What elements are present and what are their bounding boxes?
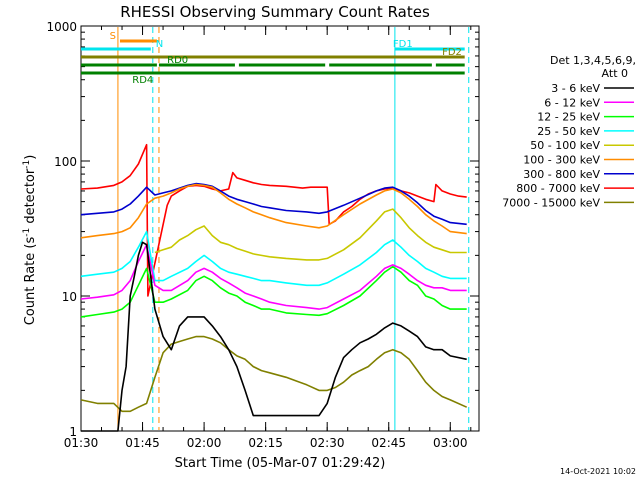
y-tick-label: 1 <box>69 425 77 439</box>
legend-label: 100 - 300 keV <box>523 154 600 167</box>
state-bar-label: RD0 <box>167 55 188 66</box>
y-axis-label-sup1: -1 <box>22 228 32 237</box>
x-tick-label: 01:30 <box>64 436 99 450</box>
y-axis-label-part2: detector <box>23 168 38 228</box>
series-line <box>80 265 467 318</box>
state-bar-label: S <box>110 31 116 42</box>
series-line <box>81 241 467 432</box>
y-axis-label: Count Rate (s-1 detector-1) <box>22 155 38 326</box>
y-tick-label: 100 <box>54 155 77 169</box>
series-line <box>80 143 467 297</box>
y-tick-label: 1000 <box>46 20 77 34</box>
chart-title: RHESSI Observing Summary Count Rates <box>120 3 430 21</box>
footer-timestamp: 14-Oct-2021 10:02 <box>560 467 636 476</box>
legend-label: 7000 - 15000 keV <box>502 196 600 209</box>
legend-label: 3 - 6 keV <box>551 82 600 95</box>
legend-title: Det 1,3,4,5,6,9, <box>550 54 636 67</box>
legend-label: 12 - 25 keV <box>537 111 600 124</box>
x-tick-label: 02:00 <box>187 436 222 450</box>
legend-subtitle: Att 0 <box>602 67 628 80</box>
x-axis-label: Start Time (05-Mar-07 01:29:42) <box>175 456 386 471</box>
series-line <box>80 182 467 226</box>
series-line <box>80 335 468 413</box>
series-line <box>80 230 467 287</box>
plot-area: 1 10 100 1000 01:30 01:45 02:00 02:15 02:30 02:45… <box>46 20 480 450</box>
y-tick-label: 10 <box>62 290 77 304</box>
legend-label: 300 - 800 keV <box>523 168 600 181</box>
plot-frame <box>80 25 480 432</box>
series-line <box>80 183 467 239</box>
legend-label: 800 - 7000 keV <box>516 182 600 195</box>
state-bar-label: FD2 <box>442 47 462 58</box>
state-bar-label: N <box>156 39 163 50</box>
x-tick-label: 01:45 <box>125 436 160 450</box>
state-bar-label: FD1 <box>393 39 413 50</box>
state-bar-label: RD4 <box>132 75 153 86</box>
legend-label: 25 - 50 keV <box>537 125 600 138</box>
y-axis-label-close: ) <box>23 155 38 160</box>
legend-label: 50 - 100 keV <box>530 139 600 152</box>
x-tick-label: 03:00 <box>433 436 468 450</box>
series-line <box>154 208 467 261</box>
y-axis-label-part1: Count Rate (s <box>23 237 38 326</box>
x-tick-label: 02:15 <box>248 436 283 450</box>
y-axis-label-sup2: -1 <box>22 160 32 169</box>
x-tick-label: 02:30 <box>310 436 345 450</box>
legend-label: 6 - 12 keV <box>544 96 600 109</box>
x-tick-label: 02:45 <box>371 436 406 450</box>
